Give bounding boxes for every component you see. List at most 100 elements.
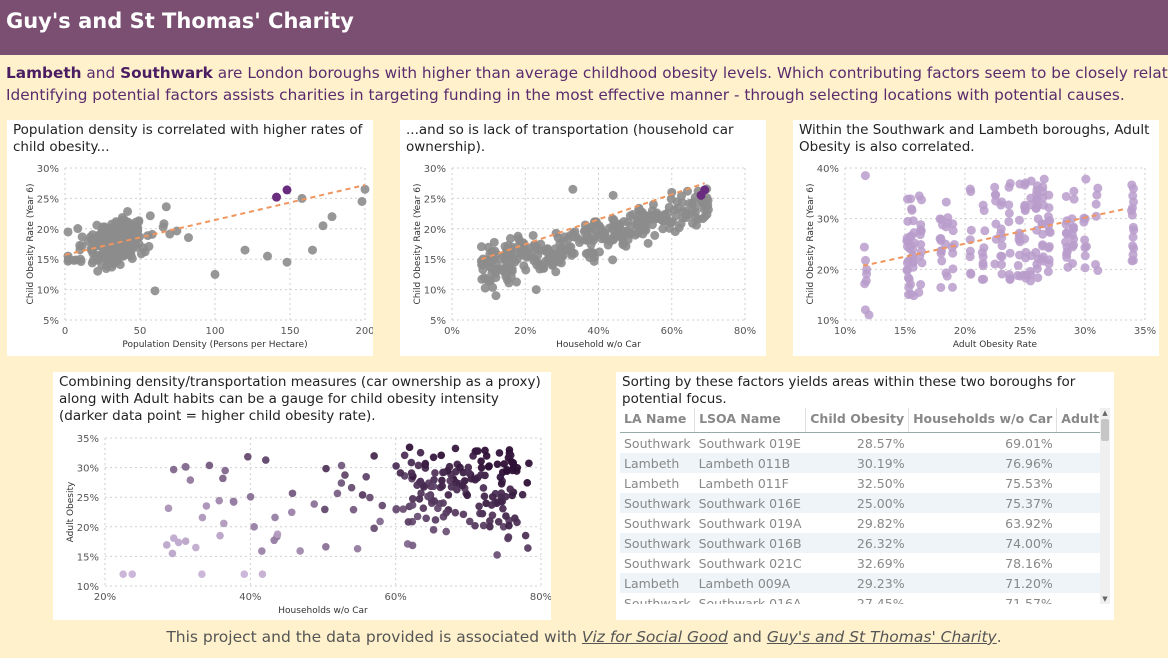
y-tick-label: 10% [817,316,839,327]
cell-lsoa-name: Southwark 021C [698,555,802,571]
chart-card-car-ownership: ...and so is lack of transportation (hou… [400,120,766,356]
intro-lambeth: Lambeth [6,64,82,82]
page-title: Guy's and St Thomas' Charity [6,9,354,33]
cell-households-wo-car: 75.37% [908,493,1057,513]
data-point [502,259,512,269]
data-point [378,501,387,510]
data-point [250,523,258,531]
data-point [1079,217,1089,227]
data-point [608,190,618,200]
data-point [493,551,501,559]
data-point [625,211,635,221]
x-tick-label: 15% [894,326,916,337]
data-point [408,501,417,509]
data-point [908,216,918,226]
cell-child-obesity: 30.19% [805,453,909,473]
data-point [1043,212,1053,222]
data-point [296,547,304,555]
col-header-lsoa-name[interactable]: LSOA Name [694,408,807,433]
y-tick-label: 25% [37,194,59,205]
scroll-up-icon[interactable]: ▲ [1102,409,1108,417]
data-point [321,505,329,514]
data-point [186,476,195,484]
y-tick-label: 10% [77,582,99,593]
data-point [703,205,713,215]
data-point [399,505,407,513]
data-point [392,504,401,513]
data-point [610,218,620,228]
data-point [580,220,590,230]
col-header-child-obesity[interactable]: Child Obesity [805,408,910,433]
data-point [202,502,211,510]
intro-and: and [81,64,121,82]
cell-households-wo-car: 76.96% [908,453,1057,473]
data-point [434,504,442,513]
data-point [404,518,413,526]
data-point [73,224,83,234]
data-point [438,476,446,485]
data-point [263,251,272,261]
data-point [1004,200,1014,210]
data-point [1129,225,1139,235]
data-point [131,226,141,236]
data-point [446,477,454,485]
cell-child-obesity: 26.32% [805,533,909,553]
charity-link[interactable]: Guy's and St Thomas' Charity [766,628,997,646]
data-point [648,199,658,209]
data-point [1045,227,1055,237]
cell-households-wo-car: 78.16% [1005,555,1053,571]
cell-child-obesity: 32.69% [856,555,905,571]
data-point [513,463,522,472]
table-viewport[interactable]: LA Name LSOA Name Child Obesity Househol… [620,408,1110,604]
col-header-la-name[interactable]: LA Name [620,408,696,433]
cell-adult-obesity: 29.53% [1056,533,1110,553]
data-point [131,242,141,252]
data-point [1069,186,1079,196]
data-point [476,509,484,518]
scroll-thumb[interactable] [1101,419,1109,441]
data-point [400,451,409,460]
table-scrollbar[interactable]: ▲ ▼ [1100,408,1110,604]
title-banner: Guy's and St Thomas' Charity [0,0,1168,55]
data-point [77,232,87,242]
viz-for-social-good-link[interactable]: Viz for Social Good [581,628,728,646]
data-point [1033,273,1043,283]
data-point [210,269,220,279]
data-point [486,517,494,525]
data-point [488,511,497,520]
trend-line [64,184,366,256]
data-point [407,469,416,477]
col-header-households-wo-car[interactable]: Households w/o Car [908,408,1058,433]
data-point [158,222,168,232]
data-point [128,570,137,578]
data-point [168,549,177,558]
data-point [477,463,486,472]
data-point [1128,232,1138,242]
data-point [672,197,682,207]
scroll-down-icon[interactable]: ▼ [1102,595,1108,603]
cell-lsoa-name: Southwark 019A [698,515,802,531]
data-point [496,264,506,274]
y-tick-label: 25% [424,194,446,205]
data-point [1044,259,1054,269]
cell-adult-obesity: 29.52% [1056,493,1110,513]
data-point [308,245,317,255]
data-point [936,248,946,258]
data-point [1128,191,1138,201]
data-point [658,224,668,234]
data-point [102,251,112,261]
data-point [408,541,417,550]
data-point [541,256,551,266]
data-point [541,247,551,257]
data-point [221,466,229,475]
